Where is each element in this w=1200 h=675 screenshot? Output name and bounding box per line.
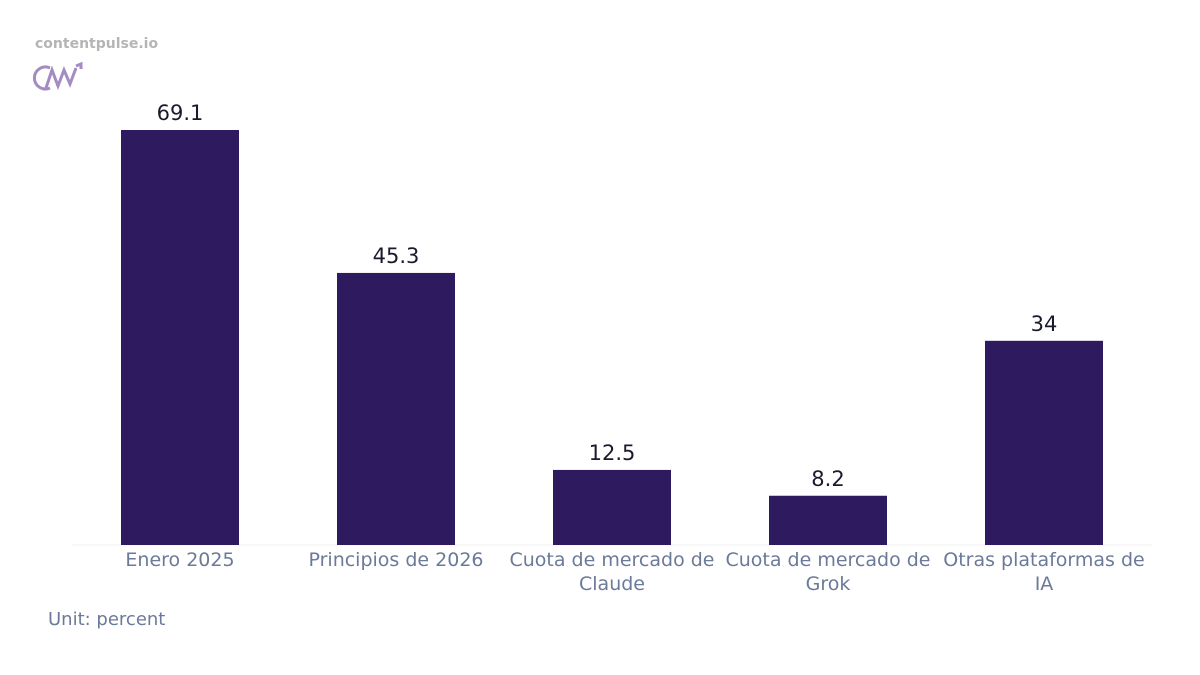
x-tick-label: Otras plataformas de IA [943, 549, 1145, 595]
x-tick-label: Cuota de mercado de Claude [509, 549, 715, 595]
value-label: 45.3 [373, 244, 420, 268]
value-label: 8.2 [811, 467, 844, 491]
bar [121, 130, 239, 545]
bar [769, 495, 887, 545]
bar [337, 272, 455, 545]
logo [32, 61, 83, 91]
x-tick-label: Principios de 2026 [308, 549, 484, 571]
value-label: 69.1 [157, 101, 204, 125]
brand: contentpulse.io [35, 36, 159, 52]
x-tick-label: Cuota de mercado de Grok [725, 549, 931, 595]
bar [985, 340, 1103, 545]
x-tick-label: Enero 2025 [125, 549, 235, 571]
unit-note: Unit: percent [48, 609, 166, 630]
value-label: 34 [1031, 312, 1058, 336]
bar [553, 469, 671, 545]
value-label: 12.5 [589, 441, 636, 465]
